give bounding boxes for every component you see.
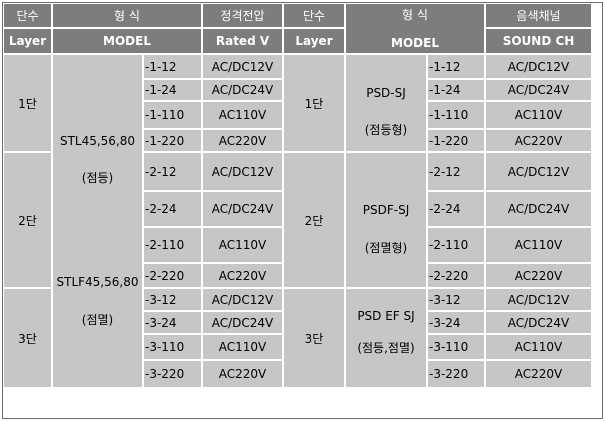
header-model-right-kr: 형 식 [402,8,428,22]
header-sound-kr: 음색채널 [486,4,591,27]
right-suffix: -2-110 [428,228,484,262]
header-model-en: MODEL [53,29,201,53]
right-sound: AC110V [486,102,591,128]
right-suffix: -1-12 [428,55,484,78]
right-model-name-1: PSD-SJ [366,86,406,100]
left-voltage: AC/DC24V [203,192,282,226]
left-suffix: -2-12 [144,153,201,190]
left-model-cell: STL45,56,80 (점등) STLF45,56,80 (점멸) [53,55,142,387]
left-suffix: -2-24 [144,192,201,226]
right-sound: AC/DC24V [486,312,591,333]
layer-cell-right-3: 3단 [284,289,344,387]
left-suffix: -2-110 [144,228,201,262]
left-voltage: AC220V [203,264,282,287]
left-voltage: AC/DC12V [203,55,282,78]
stlf-model-type: (점멸) [81,313,114,327]
header-voltage-kr: 정격전압 [203,4,282,27]
right-sound: AC/DC12V [486,289,591,310]
right-sound: AC220V [486,264,591,287]
stl-model-name: STL45,56,80 [59,134,136,148]
left-suffix: -3-24 [144,312,201,333]
right-sound: AC/DC12V [486,55,591,78]
layer-cell-3: 3단 [4,289,51,387]
left-voltage: AC/DC12V [203,153,282,190]
spec-table: 단수 형 식 정격전압 단수 형 식 MODEL 음색채널 Layer MODE… [2,2,593,389]
right-model-type-2: (점멸형) [364,241,408,255]
left-voltage: AC220V [203,130,282,151]
right-sound: AC/DC24V [486,192,591,226]
right-model-type-1: (점등형) [364,123,408,137]
left-voltage: AC/DC24V [203,312,282,333]
right-suffix: -1-110 [428,102,484,128]
left-voltage: AC220V [203,361,282,387]
left-suffix: -1-220 [144,130,201,151]
header-layer-en: Layer [4,29,51,53]
left-suffix: -1-110 [144,102,201,128]
right-sound: AC220V [486,361,591,387]
right-suffix: -3-12 [428,289,484,310]
right-suffix: -2-24 [428,192,484,226]
header-voltage-en: Rated V [203,29,282,53]
left-suffix: -3-12 [144,289,201,310]
header-layer-kr-right: 단수 [284,4,344,27]
left-suffix: -1-24 [144,80,201,100]
left-suffix: -1-12 [144,55,201,78]
layer-cell-right-1: 1단 [284,55,344,151]
right-sound: AC/DC24V [486,80,591,100]
right-model-name-2: PSDF-SJ [362,203,410,217]
left-voltage: AC110V [203,102,282,128]
right-sound: AC220V [486,130,591,151]
left-voltage: AC110V [203,335,282,359]
stlf-model-name: STLF45,56,80 [56,275,139,289]
header-model-kr: 형 식 [53,4,201,27]
right-suffix: -2-220 [428,264,484,287]
right-suffix: -2-12 [428,153,484,190]
right-sound: AC/DC12V [486,153,591,190]
right-model-cell-2: PSDF-SJ (점멸형) [346,153,426,287]
right-model-type-3: (점등,점멸) [357,341,415,355]
layer-cell-2: 2단 [4,153,51,287]
header-model-right-en: MODEL [391,36,439,50]
header-sound-en: SOUND CH [486,29,591,53]
right-suffix: -3-24 [428,312,484,333]
left-suffix: -2-220 [144,264,201,287]
right-suffix: -3-220 [428,361,484,387]
right-sound: AC110V [486,335,591,359]
stl-model-type: (점등) [81,171,114,185]
right-model-name-3: PSD EF SJ [357,309,415,323]
right-suffix: -1-220 [428,130,484,151]
right-sound: AC110V [486,228,591,262]
layer-cell-1: 1단 [4,55,51,151]
right-suffix: -1-24 [428,80,484,100]
left-suffix: -3-220 [144,361,201,387]
left-suffix: -3-110 [144,335,201,359]
header-model-right: 형 식 MODEL [346,4,484,53]
left-voltage: AC/DC12V [203,289,282,310]
left-voltage: AC110V [203,228,282,262]
right-model-cell-1: PSD-SJ (점등형) [346,55,426,151]
right-suffix: -3-110 [428,335,484,359]
header-layer-en-right: Layer [284,29,344,53]
right-model-cell-3: PSD EF SJ (점등,점멸) [346,289,426,387]
layer-cell-right-2: 2단 [284,153,344,287]
header-layer-kr: 단수 [4,4,51,27]
left-voltage: AC/DC24V [203,80,282,100]
